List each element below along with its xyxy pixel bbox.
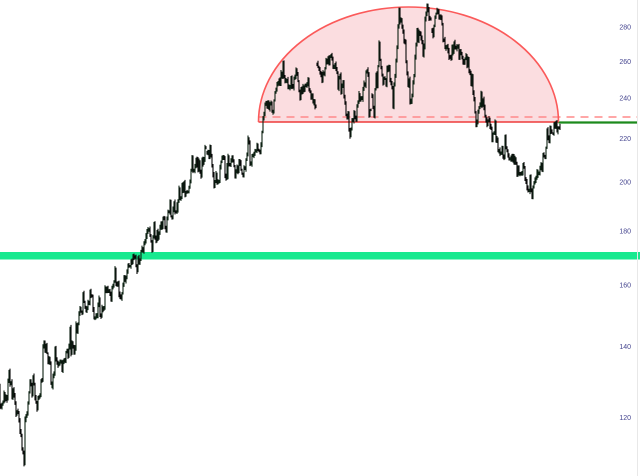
svg-text:140: 140 bbox=[619, 344, 631, 351]
svg-text:220: 220 bbox=[619, 136, 631, 143]
svg-text:260: 260 bbox=[619, 59, 631, 66]
svg-text:280: 280 bbox=[619, 25, 631, 32]
svg-text:200: 200 bbox=[619, 180, 631, 187]
svg-text:240: 240 bbox=[619, 96, 631, 103]
svg-text:120: 120 bbox=[619, 415, 631, 422]
svg-text:180: 180 bbox=[619, 228, 631, 235]
svg-text:160: 160 bbox=[619, 283, 631, 290]
